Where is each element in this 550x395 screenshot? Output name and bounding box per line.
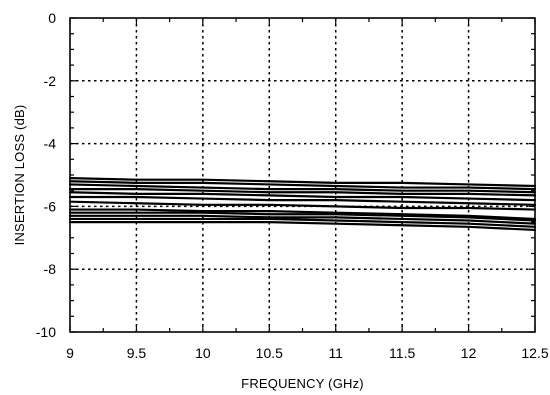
series-line-1 <box>68 177 537 188</box>
series-line-8 <box>68 208 537 221</box>
y-axis-ticks: 0 -2 -4 -6 -8 -10 <box>36 10 56 340</box>
x-tick-label: 10.5 <box>256 345 283 361</box>
series-line-2 <box>68 180 537 191</box>
series-line-11 <box>68 217 537 228</box>
grid-lines <box>70 18 535 332</box>
series-line-12 <box>68 221 537 232</box>
y-tick-label: -6 <box>44 198 57 214</box>
series-line-10 <box>68 214 537 225</box>
tick-marks <box>69 17 536 333</box>
y-tick-label: -4 <box>44 136 57 152</box>
x-tick-label: 11.5 <box>389 345 415 361</box>
x-tick-label: 9.5 <box>127 345 147 361</box>
x-tick-label: 12 <box>461 345 477 361</box>
data-series <box>68 177 537 232</box>
y-tick-label: 0 <box>48 10 56 26</box>
x-axis-title: FREQUENCY (GHz) <box>241 376 364 391</box>
x-tick-label: 12.5 <box>521 345 548 361</box>
y-tick-label: -8 <box>44 261 57 277</box>
series-line-3 <box>68 183 537 194</box>
y-tick-label: -2 <box>44 73 57 89</box>
x-tick-label: 11 <box>328 345 343 361</box>
y-tick-label: -10 <box>36 324 56 340</box>
x-tick-label: 10 <box>195 345 211 361</box>
series-line-5 <box>68 191 537 202</box>
series-line-9 <box>68 211 537 222</box>
series-line-6 <box>68 195 537 206</box>
series-line-7 <box>68 200 537 211</box>
x-axis-ticks: 9 9.5 10 10.5 11 11.5 12 12.5 <box>66 345 549 361</box>
x-tick-label: 9 <box>66 345 74 361</box>
series-line-4 <box>68 188 537 197</box>
y-axis-title: INSERTION LOSS (dB) <box>12 105 27 246</box>
